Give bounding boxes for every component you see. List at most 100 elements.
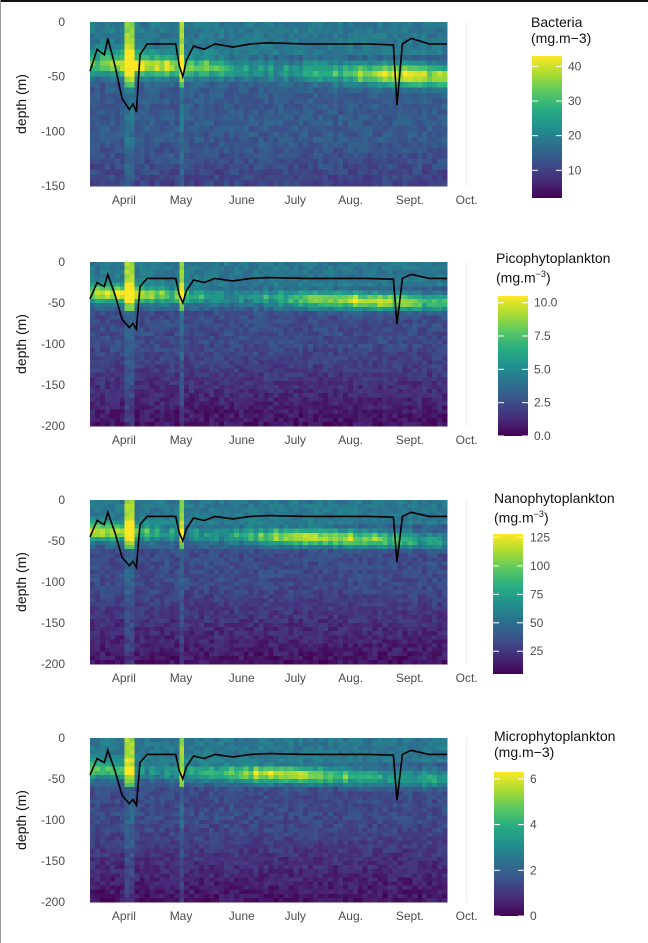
heatmap-cell	[432, 175, 438, 182]
heatmap-cell	[427, 266, 433, 271]
heatmap-cell	[362, 27, 369, 34]
heatmap-cell	[164, 93, 170, 100]
heatmap-cell	[342, 270, 349, 275]
heatmap-cell	[288, 266, 294, 271]
heatmap-cell	[99, 158, 106, 165]
heatmap-cell	[129, 323, 136, 329]
heatmap-cell	[288, 49, 294, 56]
heatmap-cell	[154, 323, 161, 329]
heatmap-cell	[90, 319, 96, 325]
heatmap-cell	[298, 76, 304, 83]
heatmap-cell	[124, 311, 131, 316]
heatmap-cell	[303, 413, 309, 419]
heatmap-cell	[328, 356, 334, 361]
heatmap-cell	[318, 109, 324, 116]
heatmap-cell	[387, 303, 394, 308]
heatmap-cell	[204, 286, 210, 292]
heatmap-cell	[352, 27, 359, 34]
heatmap-cell	[328, 405, 334, 411]
heatmap-cell	[114, 38, 121, 45]
heatmap-cell	[139, 43, 146, 50]
heatmap-cell	[169, 335, 175, 341]
heatmap-cell	[223, 298, 230, 304]
heatmap-cell	[104, 22, 111, 29]
heatmap-cell	[437, 109, 443, 116]
heatmap-cell	[283, 405, 289, 411]
heatmap-cell	[407, 405, 413, 411]
heatmap-cell	[387, 87, 394, 94]
heatmap-cell	[347, 22, 354, 29]
heatmap-cell	[159, 417, 165, 423]
heatmap-cell	[397, 327, 403, 333]
heatmap-cell	[273, 413, 280, 419]
heatmap-cell	[209, 389, 215, 394]
x-tick-label: April	[112, 193, 136, 207]
heatmap-cell	[303, 32, 309, 39]
heatmap-cell	[144, 60, 151, 67]
heatmap-cell	[144, 22, 151, 29]
heatmap-cell	[154, 372, 161, 378]
heatmap-cell	[194, 175, 200, 182]
heatmap-cell	[258, 22, 265, 29]
heatmap-cell	[382, 409, 389, 415]
heatmap-cell	[248, 142, 255, 149]
heatmap-cell	[263, 294, 270, 300]
heatmap-cell	[218, 331, 225, 337]
heatmap-cell	[352, 290, 359, 296]
heatmap-cell	[412, 22, 418, 29]
heatmap-cell	[298, 315, 304, 320]
heatmap-cell	[154, 344, 161, 349]
heatmap-cell	[347, 364, 354, 370]
heatmap-cell	[337, 298, 344, 304]
heatmap-cell	[427, 60, 433, 67]
heatmap-cell	[318, 413, 324, 419]
heatmap-cell	[134, 421, 141, 427]
heatmap-cell	[417, 71, 423, 78]
heatmap-cell	[179, 120, 185, 127]
heatmap-cell	[318, 266, 324, 271]
heatmap-cell	[318, 368, 324, 374]
heatmap-cell	[164, 142, 170, 149]
heatmap-cell	[387, 104, 394, 111]
heatmap-cell	[308, 49, 314, 56]
heatmap-cell	[442, 109, 448, 116]
heatmap-cell	[94, 307, 101, 312]
heatmap-cell	[233, 323, 240, 329]
heatmap-cell	[109, 319, 116, 325]
heatmap-cell	[204, 413, 210, 419]
heatmap-cell	[154, 368, 161, 374]
heatmap-cell	[204, 393, 210, 398]
heatmap-cell	[427, 109, 433, 116]
heatmap-cell	[90, 120, 96, 127]
heatmap-cell	[332, 286, 339, 292]
heatmap-cell	[328, 169, 334, 176]
heatmap-cell	[154, 274, 161, 279]
heatmap-cell	[273, 356, 280, 361]
heatmap-cell	[352, 71, 359, 78]
heatmap-cell	[337, 294, 344, 300]
heatmap-cell	[164, 323, 170, 329]
heatmap-cell	[268, 169, 275, 176]
heatmap-cell	[372, 323, 379, 329]
heatmap-cell	[268, 158, 275, 165]
heatmap-cell	[223, 421, 230, 427]
heatmap-cell	[427, 348, 433, 353]
heatmap-cell	[432, 307, 438, 312]
heatmap-cell	[337, 368, 344, 374]
heatmap-cell	[174, 104, 180, 111]
heatmap-cell	[387, 298, 394, 304]
heatmap-cell	[407, 327, 413, 333]
heatmap-cell	[184, 372, 190, 378]
heatmap-cell	[273, 286, 280, 292]
heatmap-cell	[432, 87, 438, 94]
heatmap-cell	[283, 290, 289, 296]
heatmap-cell	[332, 22, 339, 29]
heatmap-cell	[104, 335, 111, 341]
heatmap-cell	[218, 164, 225, 171]
heatmap-cell	[362, 87, 369, 94]
heatmap-cell	[422, 364, 428, 370]
heatmap-cell	[169, 131, 175, 138]
heatmap-cell	[218, 22, 225, 29]
heatmap-cell	[308, 278, 314, 284]
heatmap-cell	[432, 98, 438, 105]
